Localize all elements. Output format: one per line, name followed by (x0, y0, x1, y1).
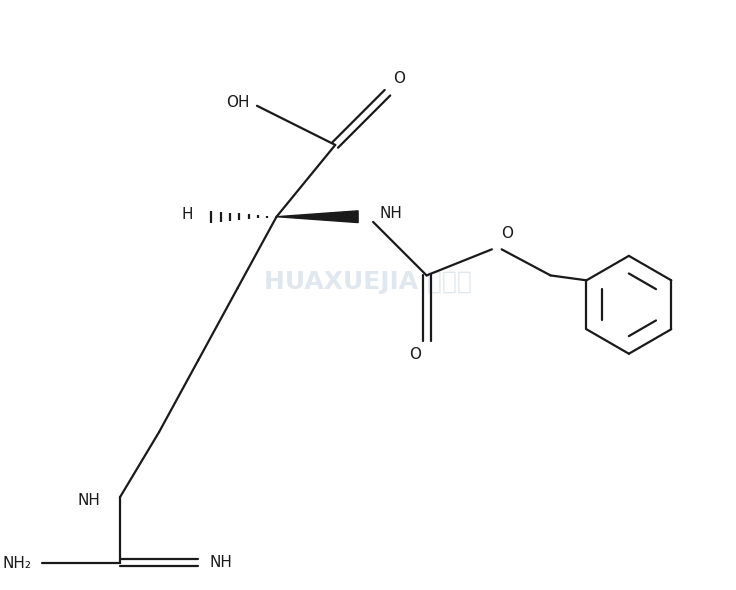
Polygon shape (277, 211, 358, 222)
Text: O: O (393, 71, 405, 86)
Text: NH₂: NH₂ (3, 556, 32, 571)
Text: OH: OH (226, 95, 249, 110)
Text: NH: NH (77, 493, 100, 508)
Text: H: H (182, 206, 193, 222)
Text: NH: NH (380, 206, 403, 221)
Text: HUAXUEJIA 化学加: HUAXUEJIA 化学加 (264, 270, 472, 294)
Text: O: O (501, 227, 513, 241)
Text: NH: NH (210, 555, 233, 570)
Text: O: O (409, 347, 421, 362)
